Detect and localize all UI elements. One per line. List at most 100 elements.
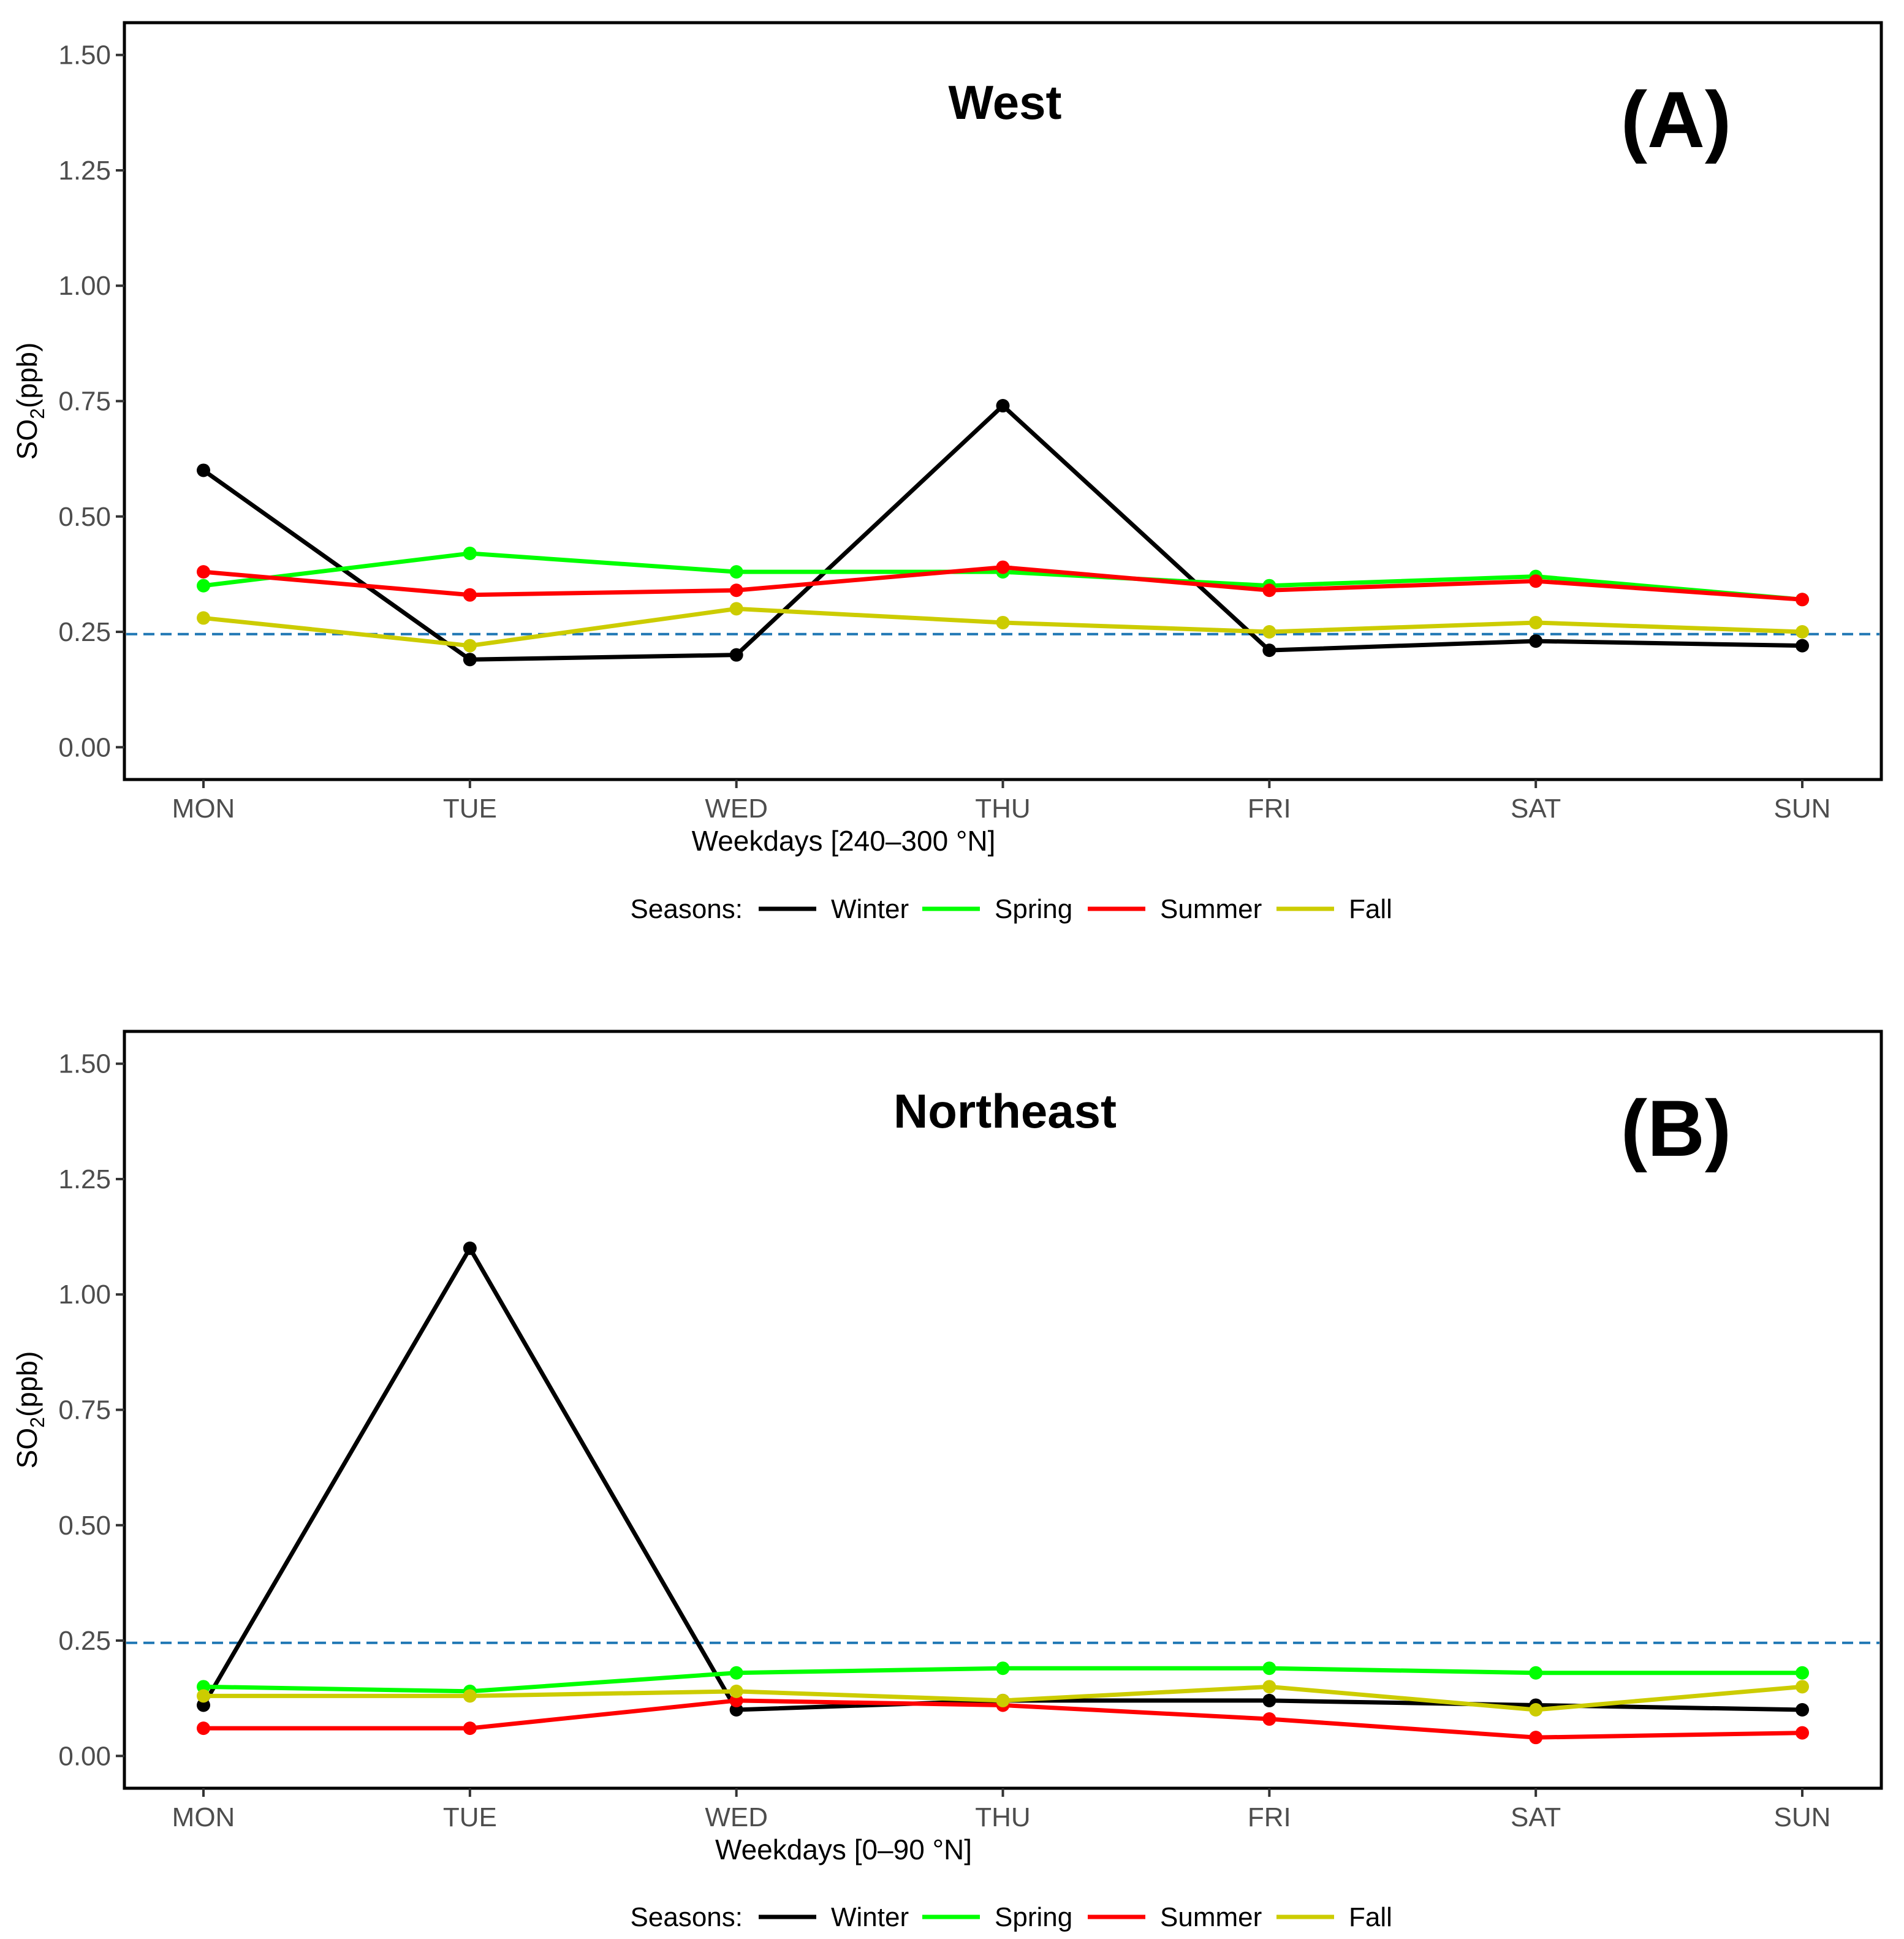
data-point-summer bbox=[1529, 574, 1542, 588]
x-tick-label: SAT bbox=[1511, 794, 1561, 824]
x-tick-label: FRI bbox=[1248, 794, 1291, 824]
y-axis-title-main: SO bbox=[11, 1428, 43, 1468]
data-point-winter bbox=[463, 653, 477, 666]
legend: Seasons: Winter Spring Summer Fall bbox=[631, 894, 1392, 924]
x-tick-label: TUE bbox=[443, 794, 497, 824]
data-point-fall bbox=[730, 602, 743, 615]
data-point-fall bbox=[1796, 625, 1809, 639]
y-axis-title: SO2(ppb) bbox=[11, 1351, 48, 1469]
chart-panel-0: 0.00 0.25 0.50 0.75 1.00 1.25 1.50 MON TUE WED THU… bbox=[11, 23, 1881, 924]
data-point-summer bbox=[1262, 1712, 1276, 1726]
data-point-winter bbox=[1529, 634, 1542, 648]
panel-title: Northeast bbox=[893, 1084, 1117, 1138]
x-axis-title: Weekdays [240–300 °N] bbox=[692, 825, 996, 857]
x-tick-label: TUE bbox=[443, 1802, 497, 1832]
data-point-fall bbox=[197, 611, 210, 624]
y-axis-title-subscript: 2 bbox=[26, 1417, 48, 1428]
data-point-winter bbox=[1796, 1703, 1809, 1717]
data-point-spring bbox=[996, 1661, 1010, 1675]
y-tick-label: 0.25 bbox=[58, 617, 111, 647]
y-tick-label: 0.50 bbox=[58, 1511, 111, 1541]
data-point-winter bbox=[730, 648, 743, 662]
y-axis-title-main: SO bbox=[11, 419, 43, 460]
y-tick-label: 1.25 bbox=[58, 1164, 111, 1194]
y-axis-title: SO2(ppb) bbox=[11, 343, 48, 460]
y-axis-title-unit: (ppb) bbox=[11, 1351, 43, 1417]
figure: 0.00 0.25 0.50 0.75 1.00 1.25 1.50 MON TUE WED THU… bbox=[0, 0, 1904, 1939]
x-tick-label: SUN bbox=[1774, 1802, 1831, 1832]
panel-label: (A) bbox=[1621, 75, 1731, 164]
y-axis-title-subscript: 2 bbox=[26, 408, 48, 419]
legend-label-summer: Summer bbox=[1160, 894, 1262, 924]
y-tick-label: 0.75 bbox=[58, 387, 111, 417]
data-point-winter bbox=[996, 399, 1010, 412]
legend-label-winter: Winter bbox=[831, 1902, 909, 1932]
y-tick-label: 0.25 bbox=[58, 1626, 111, 1656]
data-point-spring bbox=[730, 565, 743, 579]
data-point-fall bbox=[996, 1694, 1010, 1707]
data-point-fall bbox=[1796, 1680, 1809, 1693]
x-tick-label: THU bbox=[975, 794, 1030, 824]
data-point-spring bbox=[730, 1666, 743, 1680]
data-point-fall bbox=[1262, 625, 1276, 639]
legend: Seasons: Winter Spring Summer Fall bbox=[631, 1902, 1392, 1932]
x-tick-label: WED bbox=[705, 1802, 768, 1832]
data-point-fall bbox=[996, 616, 1010, 629]
x-axis-title: Weekdays [0–90 °N] bbox=[715, 1834, 972, 1865]
data-point-winter bbox=[463, 1242, 477, 1255]
data-point-summer bbox=[730, 583, 743, 597]
panel-title: West bbox=[949, 75, 1062, 129]
y-axis-title-unit: (ppb) bbox=[11, 343, 43, 408]
x-tick-label: SUN bbox=[1774, 794, 1831, 824]
data-point-winter bbox=[1262, 643, 1276, 657]
data-point-spring bbox=[1796, 1666, 1809, 1680]
legend-title: Seasons: bbox=[631, 894, 743, 924]
x-tick-label: SAT bbox=[1511, 1802, 1561, 1832]
y-tick-label: 0.00 bbox=[58, 1741, 111, 1771]
y-tick-label: 0.75 bbox=[58, 1395, 111, 1425]
data-point-fall bbox=[1529, 1703, 1542, 1717]
y-tick-label: 0.50 bbox=[58, 502, 111, 532]
data-point-winter bbox=[197, 463, 210, 477]
legend-label-winter: Winter bbox=[831, 894, 909, 924]
data-point-summer bbox=[197, 565, 210, 579]
data-point-spring bbox=[1529, 1666, 1542, 1680]
y-tick-label: 1.00 bbox=[58, 1280, 111, 1310]
data-point-spring bbox=[463, 547, 477, 560]
legend-label-spring: Spring bbox=[995, 894, 1072, 924]
data-point-spring bbox=[1262, 1661, 1276, 1675]
y-tick-label: 1.50 bbox=[58, 1049, 111, 1079]
y-tick-label: 1.50 bbox=[58, 40, 111, 70]
legend-label-fall: Fall bbox=[1349, 1902, 1392, 1932]
legend-label-summer: Summer bbox=[1160, 1902, 1262, 1932]
data-point-summer bbox=[1796, 1726, 1809, 1740]
data-point-summer bbox=[463, 1721, 477, 1735]
data-point-winter bbox=[1262, 1694, 1276, 1707]
data-point-summer bbox=[1796, 593, 1809, 606]
y-tick-label: 1.25 bbox=[58, 156, 111, 186]
data-point-fall bbox=[1262, 1680, 1276, 1693]
data-point-summer bbox=[1529, 1731, 1542, 1744]
data-point-fall bbox=[197, 1689, 210, 1702]
legend-label-spring: Spring bbox=[995, 1902, 1072, 1932]
x-tick-label: WED bbox=[705, 794, 768, 824]
data-point-summer bbox=[1262, 583, 1276, 597]
data-point-fall bbox=[463, 639, 477, 653]
data-point-summer bbox=[197, 1721, 210, 1735]
panel-label: (B) bbox=[1621, 1083, 1731, 1173]
data-point-spring bbox=[197, 579, 210, 593]
legend-title: Seasons: bbox=[631, 1902, 743, 1932]
x-tick-label: THU bbox=[975, 1802, 1030, 1832]
x-tick-label: MON bbox=[172, 1802, 235, 1832]
data-point-winter bbox=[1796, 639, 1809, 653]
y-tick-label: 1.00 bbox=[58, 271, 111, 301]
data-point-summer bbox=[996, 561, 1010, 574]
data-point-summer bbox=[463, 588, 477, 602]
data-point-fall bbox=[730, 1685, 743, 1698]
chart-panel-1: 0.00 0.25 0.50 0.75 1.00 1.25 1.50 MON TUE WED THU… bbox=[11, 1031, 1881, 1932]
data-point-fall bbox=[1529, 616, 1542, 629]
legend-label-fall: Fall bbox=[1349, 894, 1392, 924]
x-tick-label: FRI bbox=[1248, 1802, 1291, 1832]
data-point-fall bbox=[463, 1689, 477, 1702]
x-tick-label: MON bbox=[172, 794, 235, 824]
